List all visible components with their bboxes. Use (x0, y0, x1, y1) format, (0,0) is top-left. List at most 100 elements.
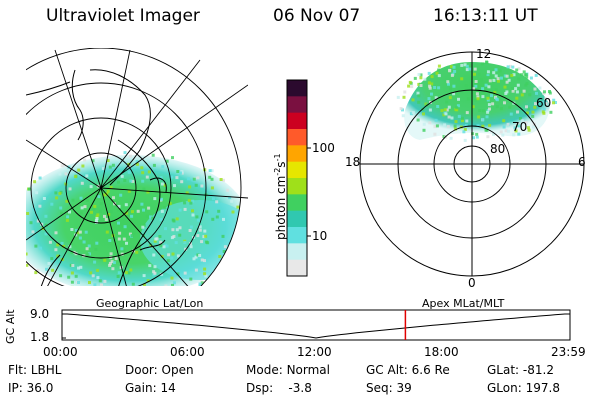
image-pixel (442, 113, 446, 117)
observation-date: 06 Nov 07 (273, 6, 361, 26)
image-pixel (496, 77, 500, 81)
image-pixel (428, 108, 432, 112)
image-pixel (210, 186, 214, 190)
image-pixel (242, 237, 245, 240)
image-pixel (504, 92, 508, 95)
mode-label: Mode: (246, 363, 283, 377)
image-pixel (532, 125, 535, 129)
image-pixel (191, 213, 195, 217)
x-tick-2359: 23:59 (551, 345, 586, 359)
image-pixel (525, 81, 529, 85)
image-pixel (208, 175, 212, 179)
image-pixel (552, 98, 556, 102)
image-pixel (428, 86, 432, 90)
image-pixel (221, 275, 225, 279)
image-pixel (83, 158, 87, 162)
image-pixel (460, 63, 464, 67)
image-pixel (58, 192, 62, 195)
glon-label: GLon: (487, 381, 522, 395)
image-pixel (174, 241, 178, 245)
image-pixel (422, 122, 426, 126)
image-pixel (218, 255, 222, 258)
colorbar (286, 79, 311, 277)
image-pixel (515, 96, 519, 100)
image-pixel (226, 188, 230, 192)
apex-caption: Apex MLat/MLT (422, 297, 505, 310)
image-pixel (166, 259, 170, 263)
colorbar-swatch (287, 178, 307, 195)
image-pixel (203, 267, 207, 271)
image-pixel (541, 110, 545, 114)
image-pixel (111, 163, 115, 167)
image-pixel (204, 274, 208, 278)
image-pixel (79, 211, 83, 215)
image-pixel (239, 230, 241, 234)
image-pixel (154, 237, 158, 241)
image-pixel (187, 177, 190, 181)
image-pixel (20, 243, 23, 246)
image-pixel (455, 106, 459, 110)
image-pixel (31, 230, 35, 234)
image-pixel (129, 268, 133, 272)
image-pixel (186, 289, 189, 292)
image-pixel (524, 83, 528, 87)
image-pixel (171, 252, 175, 256)
image-pixel (196, 176, 200, 180)
image-pixel (95, 217, 99, 220)
image-pixel (54, 248, 58, 252)
image-pixel (538, 86, 542, 90)
image-pixel (117, 208, 121, 212)
image-pixel (116, 180, 120, 184)
image-pixel (516, 110, 519, 114)
image-pixel (487, 85, 491, 89)
image-pixel (244, 229, 247, 232)
image-pixel (506, 129, 510, 133)
image-pixel (120, 247, 124, 251)
image-pixel (42, 197, 46, 200)
x-tick-1200: 12:00 (297, 345, 332, 359)
image-pixel (151, 153, 155, 157)
image-pixel (45, 267, 48, 271)
image-pixel (135, 162, 139, 166)
image-pixel (492, 71, 496, 75)
image-pixel (136, 209, 140, 213)
image-pixel (62, 163, 66, 167)
gain-value: 14 (160, 381, 176, 395)
image-pixel (141, 225, 145, 229)
image-pixel (171, 156, 174, 160)
image-pixel (534, 73, 538, 77)
image-pixel (485, 115, 489, 119)
colorbar-unit-label: photon cm-2s-1 (273, 153, 288, 240)
image-pixel (506, 65, 510, 69)
door-label: Door: (125, 363, 158, 377)
image-pixel (29, 221, 33, 225)
image-pixel (457, 114, 461, 118)
image-pixel (437, 86, 441, 90)
image-pixel (89, 185, 93, 189)
image-pixel (89, 271, 93, 275)
image-pixel (510, 87, 514, 90)
image-pixel (70, 228, 74, 231)
image-pixel (198, 282, 202, 286)
image-pixel (93, 204, 97, 208)
timeline-y-axis-label: GC Alt (4, 309, 17, 344)
image-pixel (427, 81, 431, 85)
image-pixel (507, 78, 511, 82)
image-pixel (168, 202, 172, 206)
image-pixel (244, 229, 247, 232)
aurora-emission-right (404, 62, 550, 140)
image-pixel (250, 209, 253, 212)
image-pixel (172, 281, 176, 285)
image-pixel (183, 207, 187, 211)
image-pixel (486, 96, 490, 100)
image-pixel (108, 261, 112, 265)
image-pixel (122, 237, 126, 241)
image-pixel (407, 84, 411, 88)
image-pixel (117, 271, 121, 275)
image-pixel (153, 197, 157, 201)
image-pixel (160, 209, 164, 213)
image-pixel (237, 238, 241, 242)
image-pixel (463, 128, 467, 131)
image-pixel (477, 115, 481, 119)
image-pixel (465, 111, 469, 115)
